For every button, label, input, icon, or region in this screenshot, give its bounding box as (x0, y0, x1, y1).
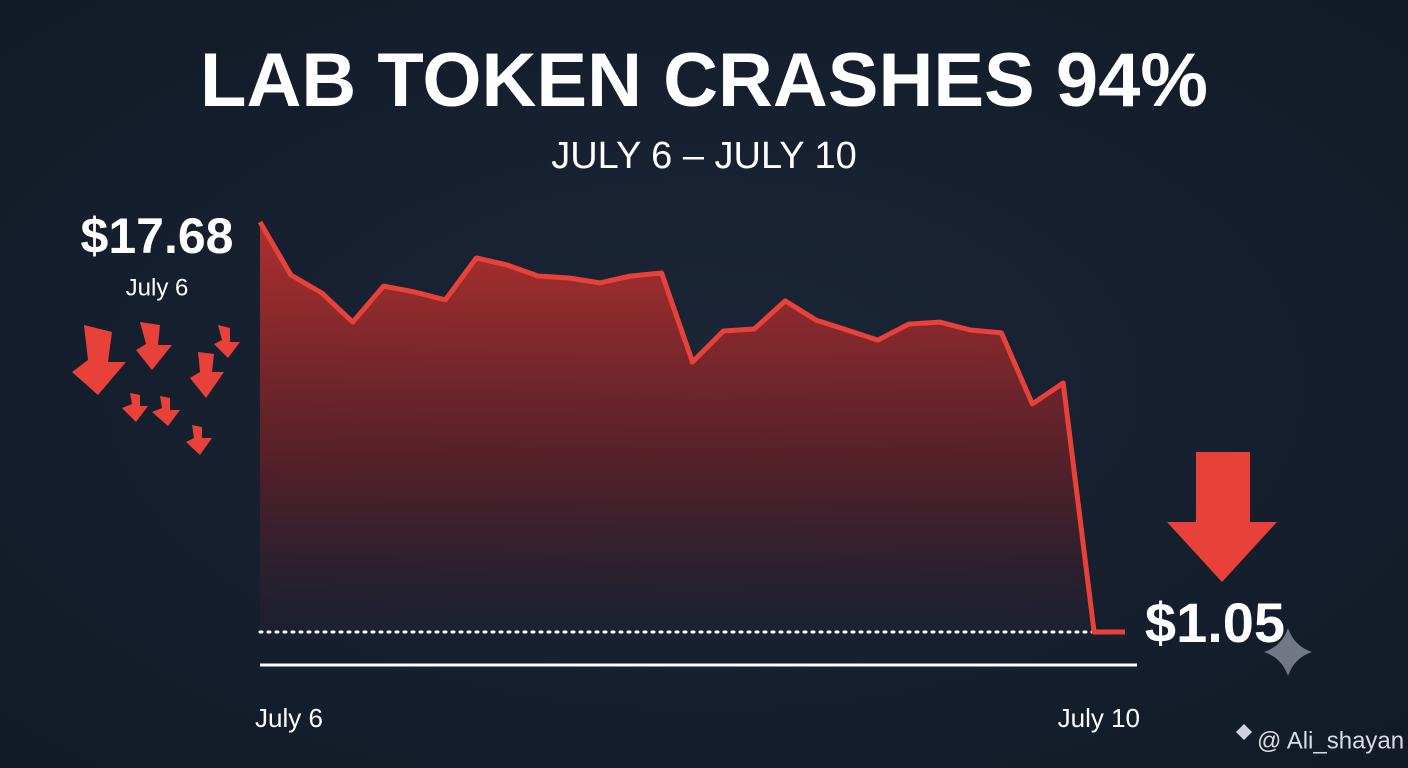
start-price: $17.68 (81, 208, 234, 264)
chart-subtitle: JULY 6 – JULY 10 (551, 135, 857, 177)
sparkle (1264, 628, 1312, 676)
x-tick-label: July 10 (1058, 703, 1140, 733)
watermark-text: @ Ali_shayan (1257, 727, 1404, 754)
start-date: July 6 (126, 274, 189, 301)
price-line (257, 220, 1125, 635)
end-price: $1.05 (1145, 591, 1285, 654)
x-tick-label: July 6 (255, 703, 323, 733)
watermark: @ Ali_shayan (1236, 724, 1404, 754)
decor-arrows (72, 322, 1277, 582)
watermark-icon (1236, 724, 1252, 740)
chart-title: LAB TOKEN CRASHES 94% (200, 38, 1208, 123)
